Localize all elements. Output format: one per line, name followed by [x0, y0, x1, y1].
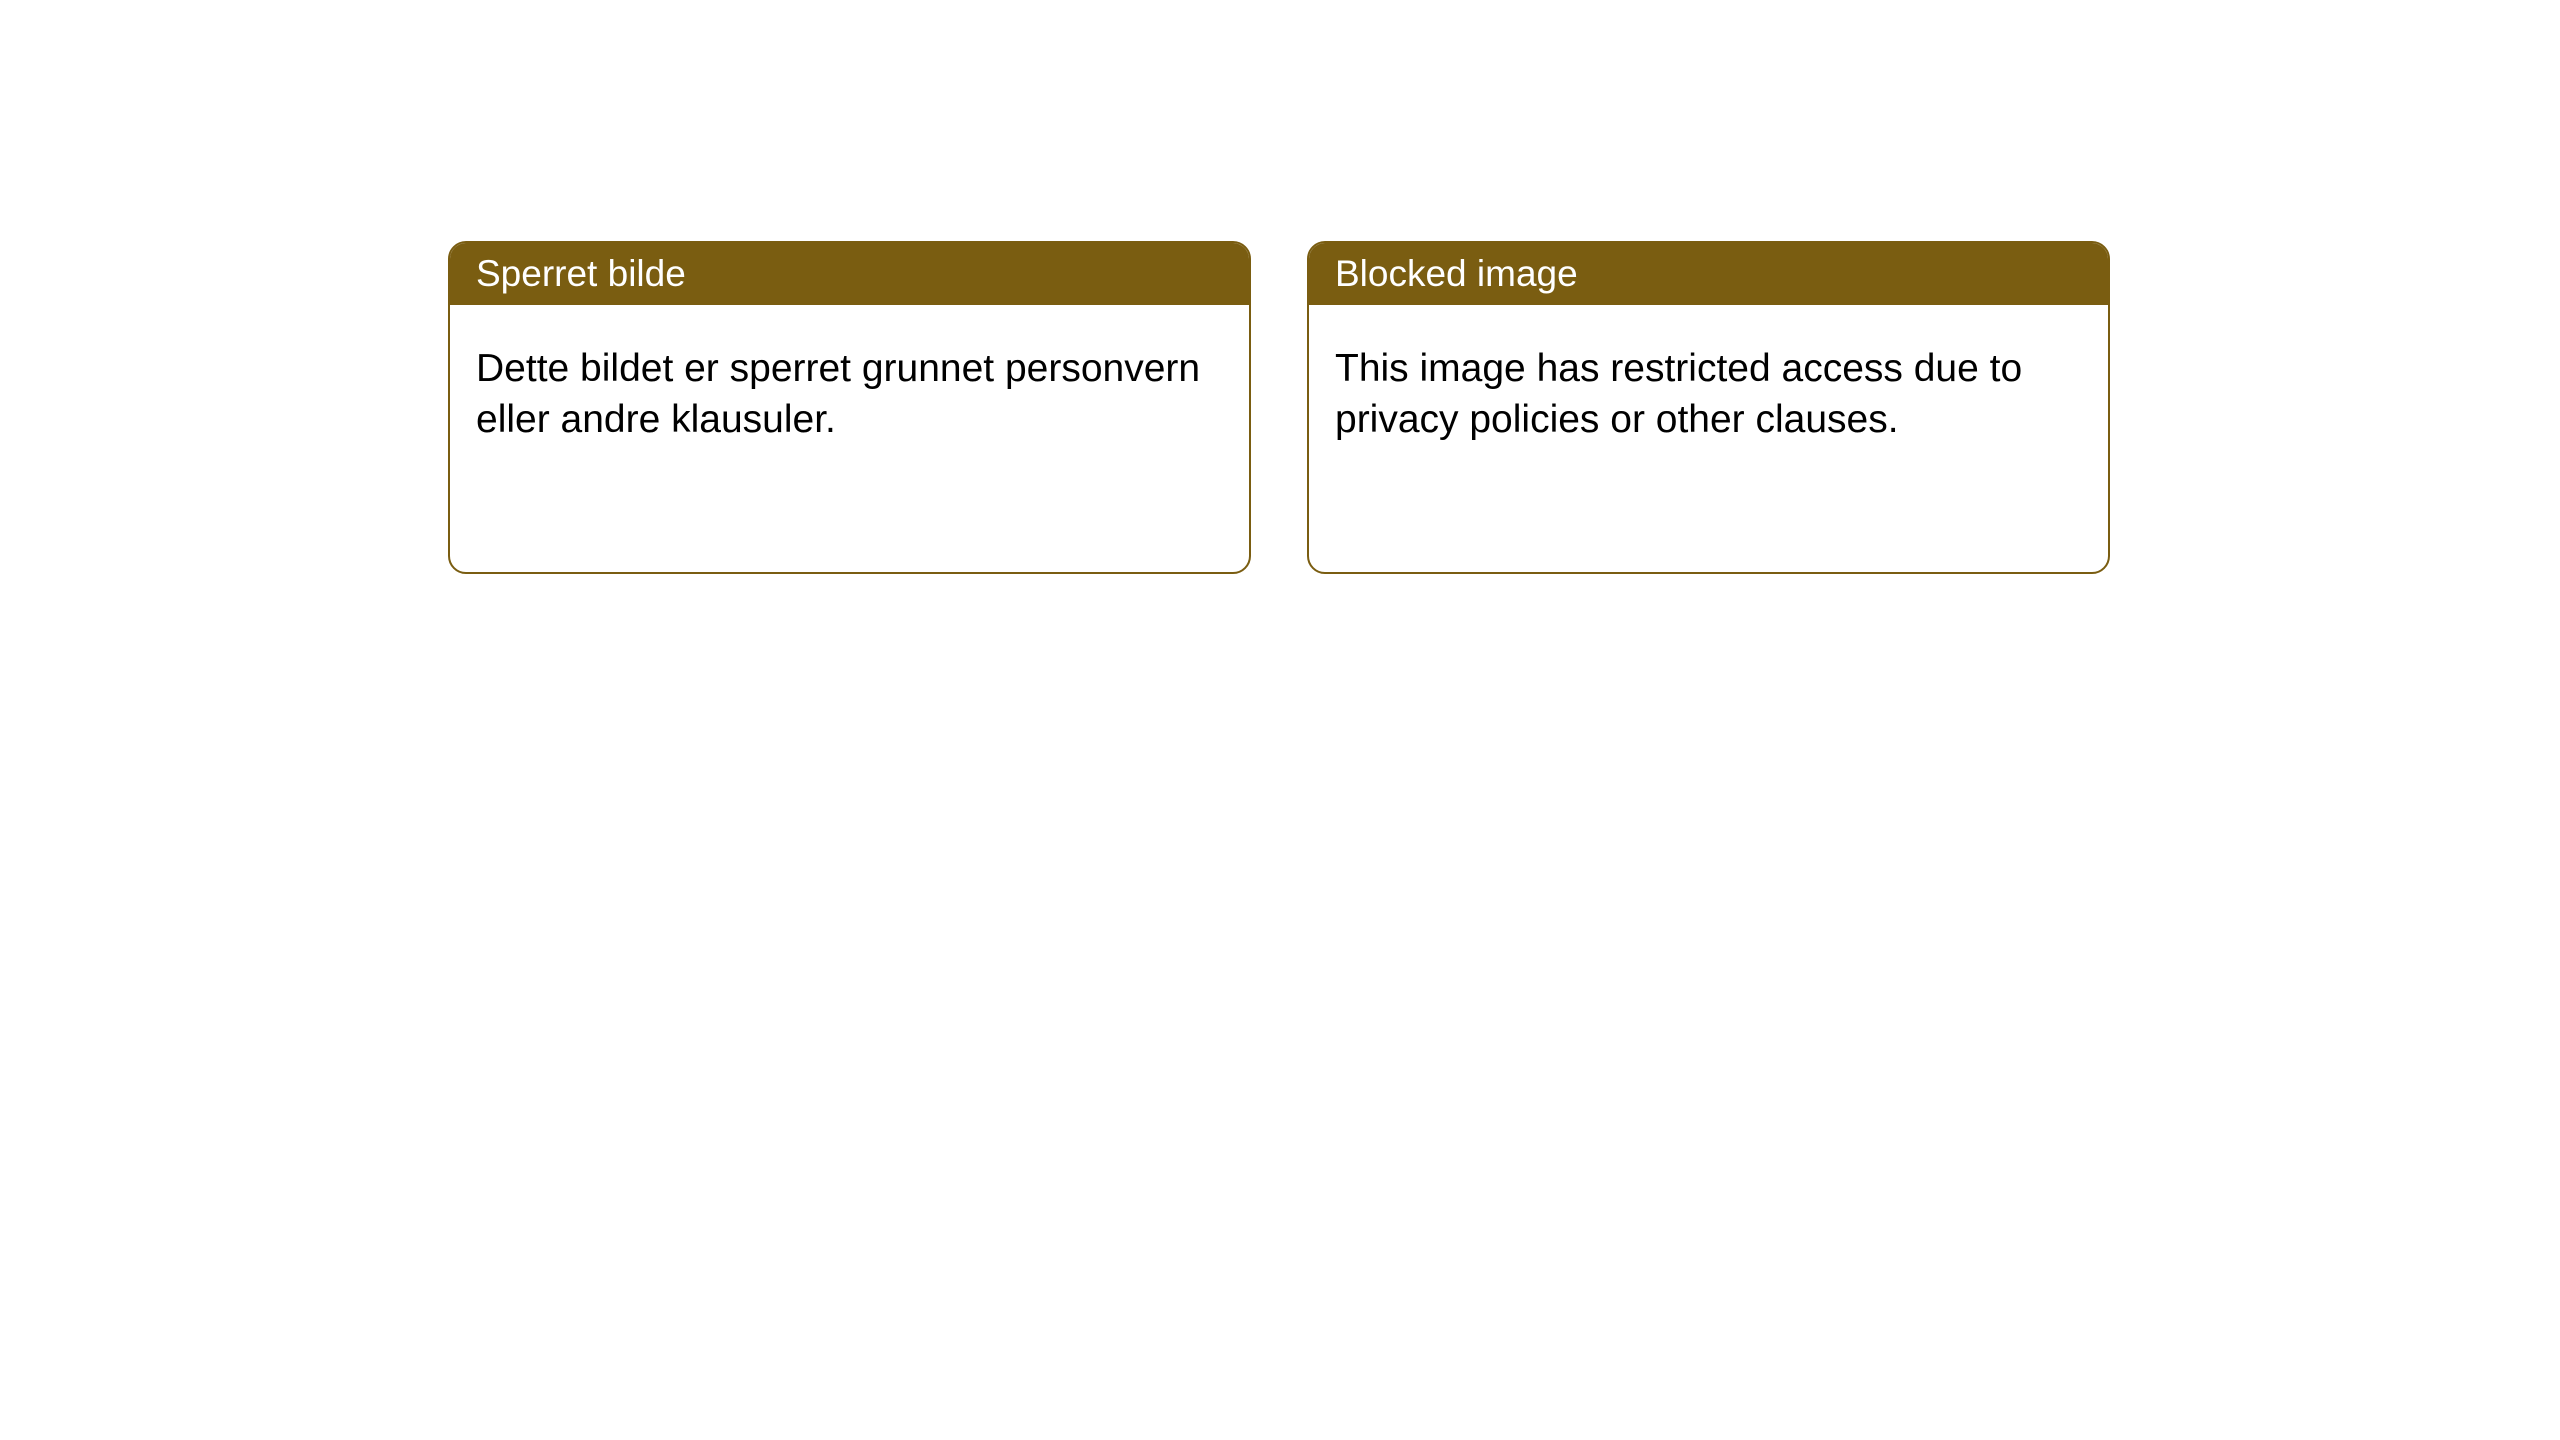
notice-text: This image has restricted access due to …: [1335, 347, 2022, 441]
notice-text: Dette bildet er sperret grunnet personve…: [476, 347, 1200, 441]
notice-body: Dette bildet er sperret grunnet personve…: [450, 305, 1249, 484]
notice-container: Sperret bilde Dette bildet er sperret gr…: [448, 241, 2560, 574]
notice-card-english: Blocked image This image has restricted …: [1307, 241, 2110, 574]
notice-body: This image has restricted access due to …: [1309, 305, 2108, 484]
notice-title: Blocked image: [1335, 253, 1578, 294]
notice-header: Blocked image: [1309, 243, 2108, 305]
notice-card-norwegian: Sperret bilde Dette bildet er sperret gr…: [448, 241, 1251, 574]
notice-title: Sperret bilde: [476, 253, 686, 294]
notice-header: Sperret bilde: [450, 243, 1249, 305]
